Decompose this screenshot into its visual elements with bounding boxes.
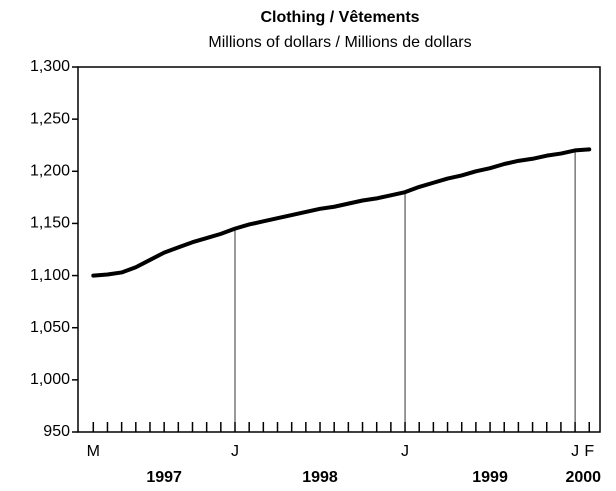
y-tick-label: 950 xyxy=(43,423,70,440)
y-tick-label: 1,100 xyxy=(30,267,70,284)
x-tick-label: J xyxy=(231,443,239,460)
x-tick-label: J xyxy=(401,443,409,460)
y-tick-label: 1,300 xyxy=(30,58,70,75)
data-line xyxy=(91,147,592,278)
y-tick-label: 1,250 xyxy=(30,110,70,127)
y-tick-label: 1,050 xyxy=(30,319,70,336)
x-tick-label: M xyxy=(87,443,100,460)
chart-subtitle: Millions of dollars / Millions de dollar… xyxy=(208,34,471,51)
y-tick-label: 1,000 xyxy=(30,371,70,388)
year-label: 1999 xyxy=(472,469,508,486)
plot-frame xyxy=(77,66,601,433)
year-label: 2000 xyxy=(565,469,601,486)
chart-title: Clothing / Vêtements xyxy=(260,9,419,26)
year-label: 1997 xyxy=(146,469,182,486)
x-tick-label: F xyxy=(584,443,594,460)
y-tick-label: 1,150 xyxy=(30,215,70,232)
x-tick-label: J xyxy=(571,443,579,460)
y-tick-label: 1,200 xyxy=(30,163,70,180)
year-label: 1998 xyxy=(302,469,338,486)
